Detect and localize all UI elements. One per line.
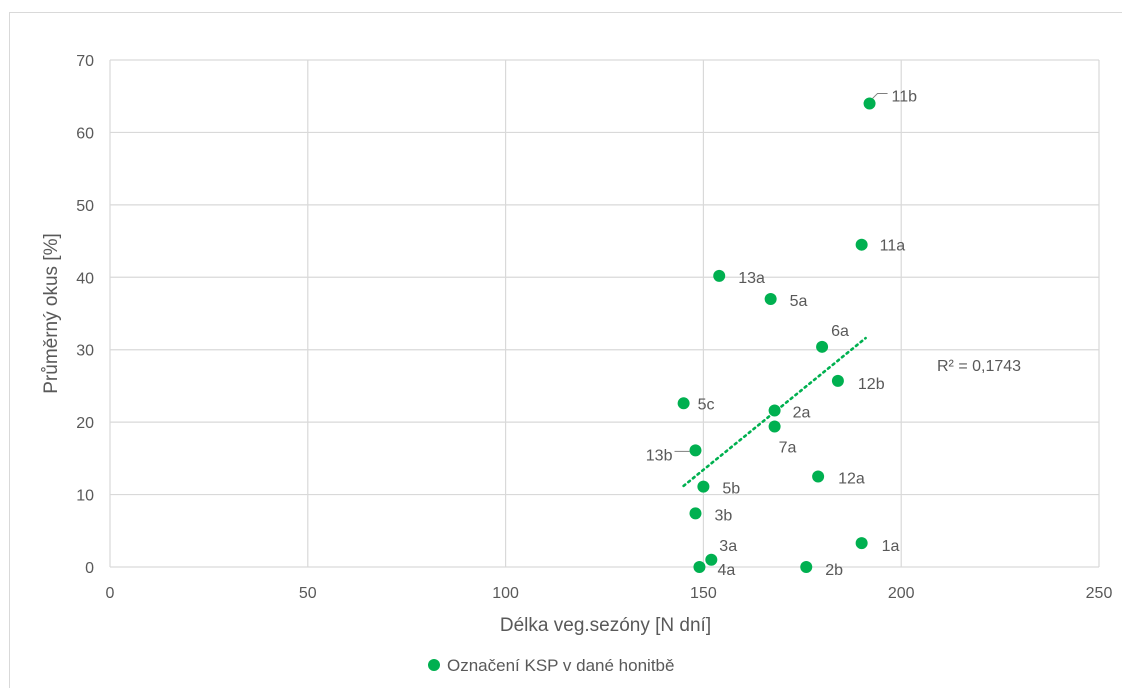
point-label-11b: 11b	[892, 88, 918, 105]
y-tick-labels: 0 10 20 30 40 50 60 70	[76, 53, 94, 577]
y-tick-label-60: 60	[76, 125, 94, 142]
data-point-2a	[768, 404, 781, 417]
data-point-5c	[677, 397, 690, 410]
y-tick-label-30: 30	[76, 343, 94, 360]
point-label-5b: 5b	[722, 481, 740, 498]
x-tick-label-50: 50	[299, 585, 317, 602]
data-point-12a	[812, 470, 825, 483]
point-labels: 11b 11a 13a 5a 6a 12b 5c 2a 7a 13b 12a 5b 3b 1a 3a 4a 2b	[646, 88, 917, 579]
legend: Označení KSP v dané honitbě	[428, 656, 674, 675]
data-point-4a	[693, 561, 706, 573]
y-tick-label-10: 10	[76, 488, 94, 505]
r-squared-label: R² = 0,1743	[937, 358, 1021, 375]
point-label-1a: 1a	[882, 538, 900, 555]
data-point-5a	[764, 293, 777, 306]
y-tick-label-70: 70	[76, 53, 94, 70]
y-axis-title: Průměrný okus [%]	[41, 233, 62, 394]
data-point-13a	[713, 269, 726, 282]
legend-marker	[428, 659, 440, 671]
point-label-11a: 11a	[880, 238, 906, 255]
chart-frame: 0 50 100 150 200 250 0 10 20 30 40 50 60 70 11b 11a 13…	[9, 12, 1122, 688]
point-label-3a: 3a	[719, 538, 737, 555]
data-point-3a	[705, 553, 718, 566]
x-tick-labels: 0 50 100 150 200 250	[106, 585, 1113, 602]
x-tick-label-200: 200	[888, 585, 915, 602]
point-label-3b: 3b	[714, 507, 732, 524]
data-point-6a	[816, 340, 829, 353]
point-label-6a: 6a	[831, 323, 849, 340]
point-label-13b: 13b	[646, 447, 673, 464]
scatter-chart: 0 50 100 150 200 250 0 10 20 30 40 50 60 70 11b 11a 13…	[41, 53, 1113, 675]
point-label-12b: 12b	[858, 376, 885, 393]
x-tick-label-0: 0	[106, 585, 115, 602]
legend-label: Označení KSP v dané honitbě	[447, 656, 674, 675]
data-point-1a	[855, 537, 868, 550]
point-label-13a: 13a	[738, 270, 765, 287]
data-point-2b	[800, 561, 813, 573]
data-point-12b	[831, 374, 844, 387]
data-point-7a	[768, 420, 781, 433]
point-label-2a: 2a	[793, 405, 811, 422]
data-points	[677, 97, 876, 573]
y-tick-label-50: 50	[76, 198, 94, 215]
x-axis-title: Délka veg.sezóny [N dní]	[500, 615, 711, 636]
data-point-5b	[697, 480, 710, 493]
gridlines	[109, 59, 1100, 568]
point-label-4a: 4a	[717, 562, 735, 579]
x-tick-label-100: 100	[492, 585, 519, 602]
data-point-11b	[863, 97, 876, 110]
leader-line-11b	[872, 92, 888, 99]
y-tick-label-20: 20	[76, 415, 94, 432]
point-label-5a: 5a	[790, 293, 808, 310]
point-label-7a: 7a	[779, 439, 797, 456]
point-label-2b: 2b	[825, 562, 843, 579]
point-label-12a: 12a	[838, 470, 865, 487]
y-tick-label-0: 0	[85, 560, 94, 577]
y-tick-label-40: 40	[76, 270, 94, 287]
data-point-13b	[689, 444, 702, 457]
x-tick-label-150: 150	[690, 585, 717, 602]
data-point-3b	[689, 507, 702, 520]
x-tick-label-250: 250	[1086, 585, 1113, 602]
point-label-5c: 5c	[698, 396, 715, 413]
data-point-11a	[855, 238, 868, 251]
